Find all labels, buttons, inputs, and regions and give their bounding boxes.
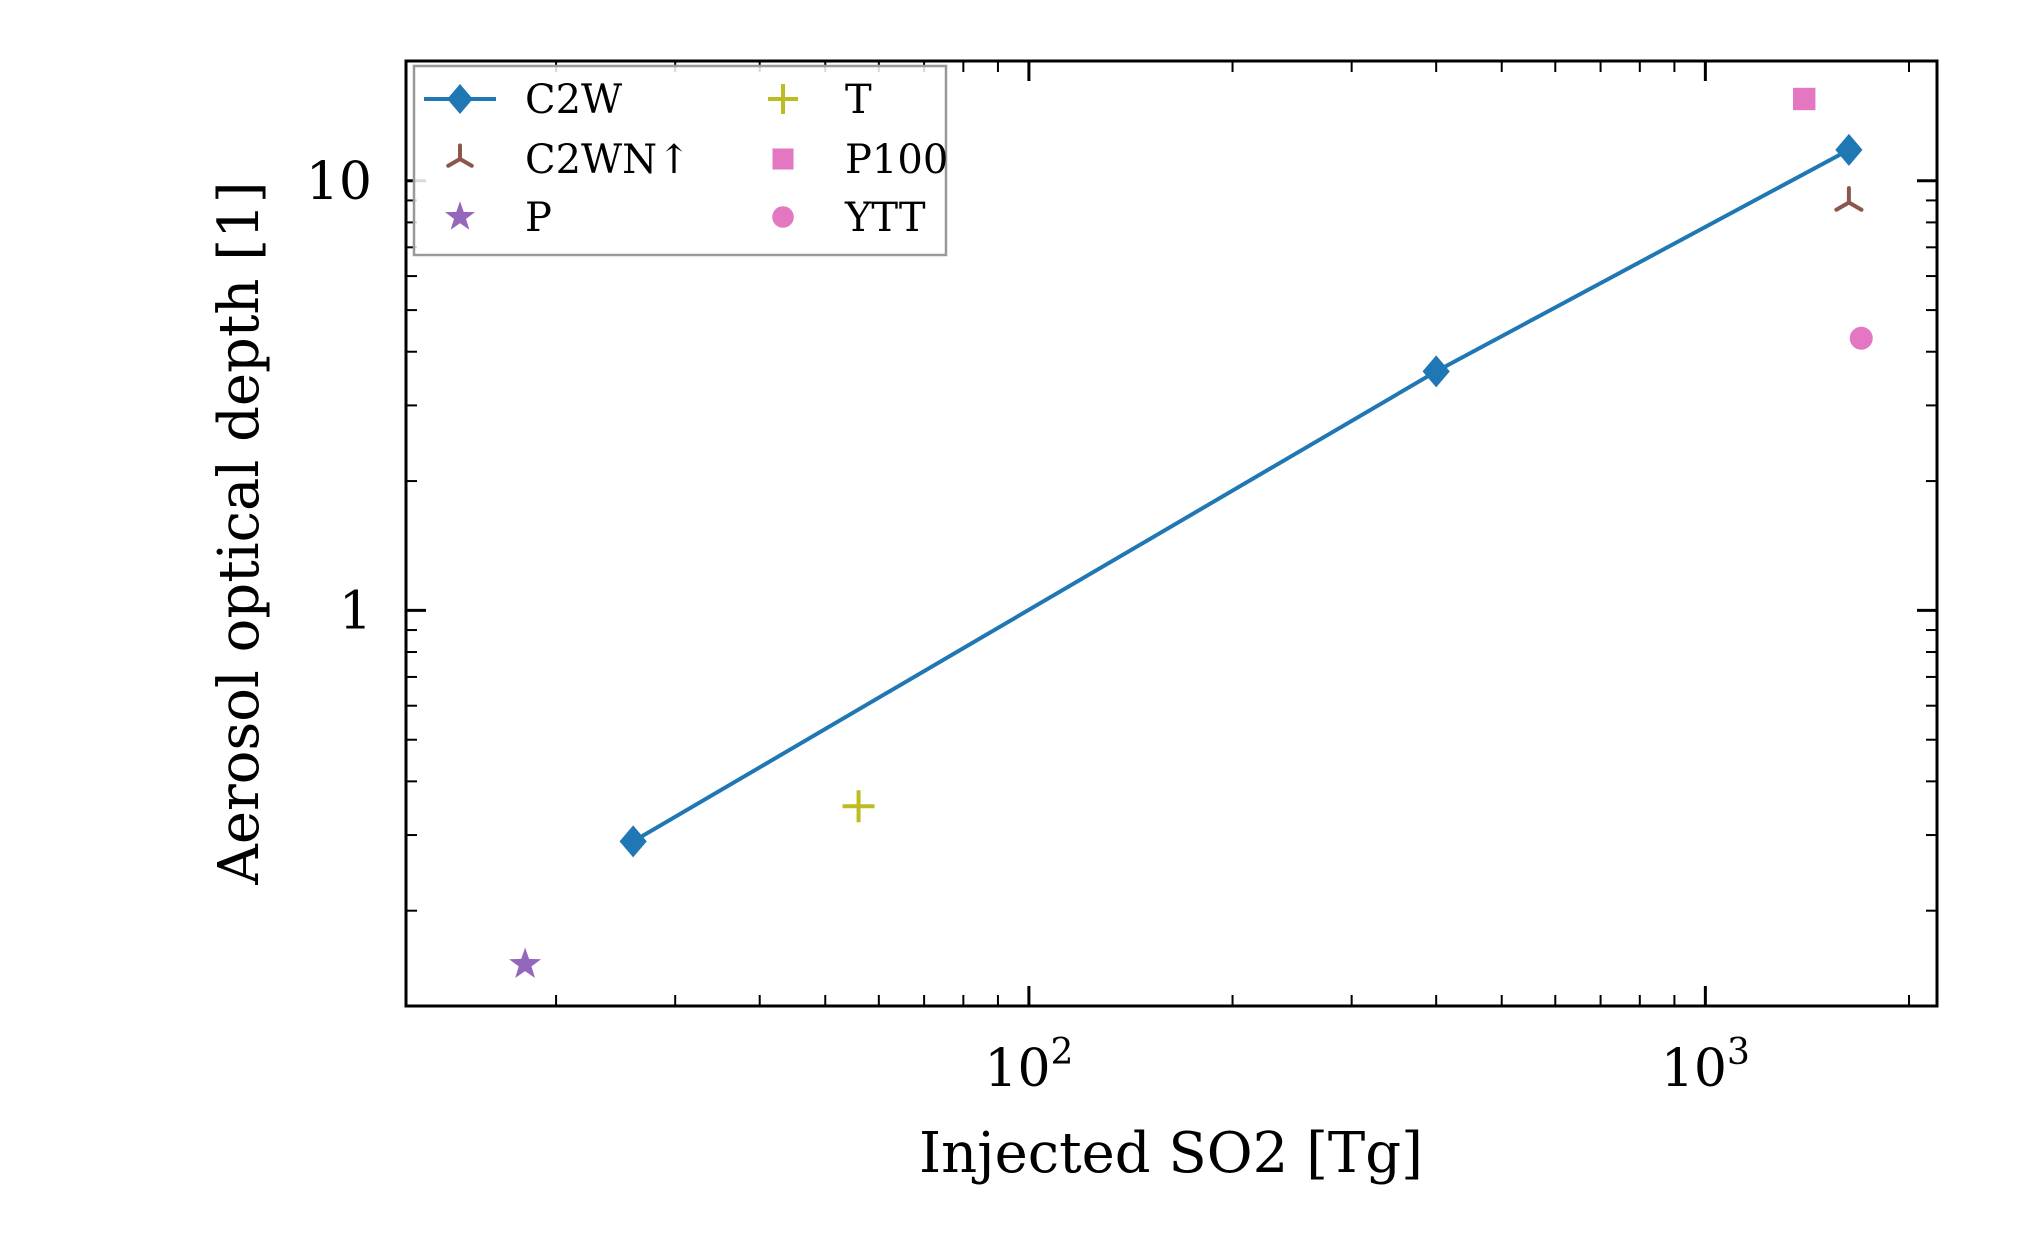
- data-point: [1793, 87, 1816, 111]
- legend-marker: [446, 143, 474, 168]
- series-p100: [1793, 87, 1816, 111]
- plot-frame: [404, 59, 1939, 1008]
- legend-label: P: [525, 195, 552, 241]
- legend: C2W C2WN↑ P T P100 YTT: [412, 64, 948, 257]
- series-p: [509, 947, 542, 978]
- y-axis-label: Aerosol optical depth [1]: [207, 181, 272, 885]
- data-point: [1849, 326, 1873, 350]
- legend-label: YTT: [844, 195, 926, 241]
- data-point: [842, 790, 875, 823]
- legend-label: C2W: [525, 77, 622, 123]
- data-point: [1835, 133, 1863, 166]
- x-axis-label: Injected SO2 [Tg]: [919, 1121, 1423, 1186]
- y-tick-label: 10: [306, 152, 372, 212]
- series-ytt: [1849, 326, 1873, 350]
- data-point: [1422, 355, 1450, 388]
- legend-box: [412, 64, 948, 257]
- legend-label: P100: [845, 137, 948, 183]
- series-c2wn-: [1834, 186, 1864, 212]
- legend-marker: [772, 148, 794, 170]
- legend-label: T: [845, 77, 872, 123]
- x-tick-label: 103: [1661, 1032, 1750, 1099]
- axis-ticks: [406, 61, 1937, 1006]
- legend-marker: [447, 84, 473, 114]
- legend-label: C2WN↑: [525, 137, 691, 183]
- series-c2w: [619, 133, 1863, 858]
- series-t: [842, 790, 875, 823]
- data-point: [619, 825, 647, 858]
- legend-marker: [772, 206, 794, 228]
- data-point: [509, 947, 542, 978]
- legend-marker: [768, 84, 798, 114]
- x-tick-label: 102: [984, 1032, 1073, 1099]
- legend-marker: [445, 201, 475, 230]
- data-point: [1834, 186, 1864, 212]
- y-tick-label: 1: [339, 581, 372, 641]
